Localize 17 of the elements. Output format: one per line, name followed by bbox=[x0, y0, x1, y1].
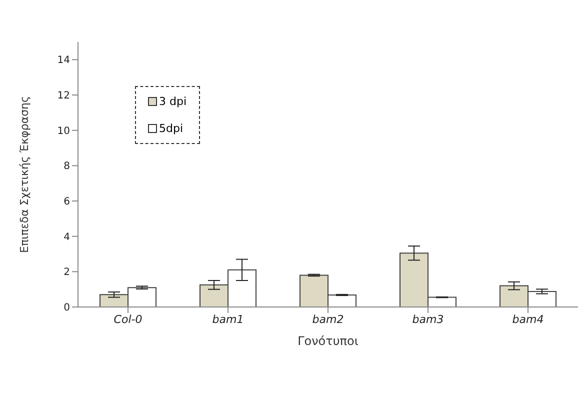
y-tick-label: 12 bbox=[57, 90, 70, 102]
y-tick-label: 2 bbox=[64, 267, 70, 278]
x-tick-label: bam4 bbox=[512, 312, 544, 326]
y-tick-label: 4 bbox=[64, 232, 70, 243]
y-axis-title: Επιπεδα Σχετικής Έκφρασης bbox=[18, 96, 31, 253]
y-tick-label: 10 bbox=[57, 126, 70, 137]
x-axis-title: Γονότυποι bbox=[298, 334, 358, 348]
x-tick-label: bam3 bbox=[412, 312, 444, 326]
x-tick-label: bam1 bbox=[212, 312, 244, 326]
y-tick-label: 14 bbox=[57, 55, 70, 66]
x-tick-label: Col-0 bbox=[114, 312, 142, 326]
y-tick-label: 8 bbox=[64, 161, 70, 172]
y-tick-label: 0 bbox=[64, 302, 70, 314]
legend-label: 5dpi bbox=[159, 122, 184, 135]
x-tick-label: bam2 bbox=[312, 312, 344, 326]
y-tick-label: 6 bbox=[64, 196, 70, 208]
legend-label: 3 dpi bbox=[159, 95, 187, 108]
